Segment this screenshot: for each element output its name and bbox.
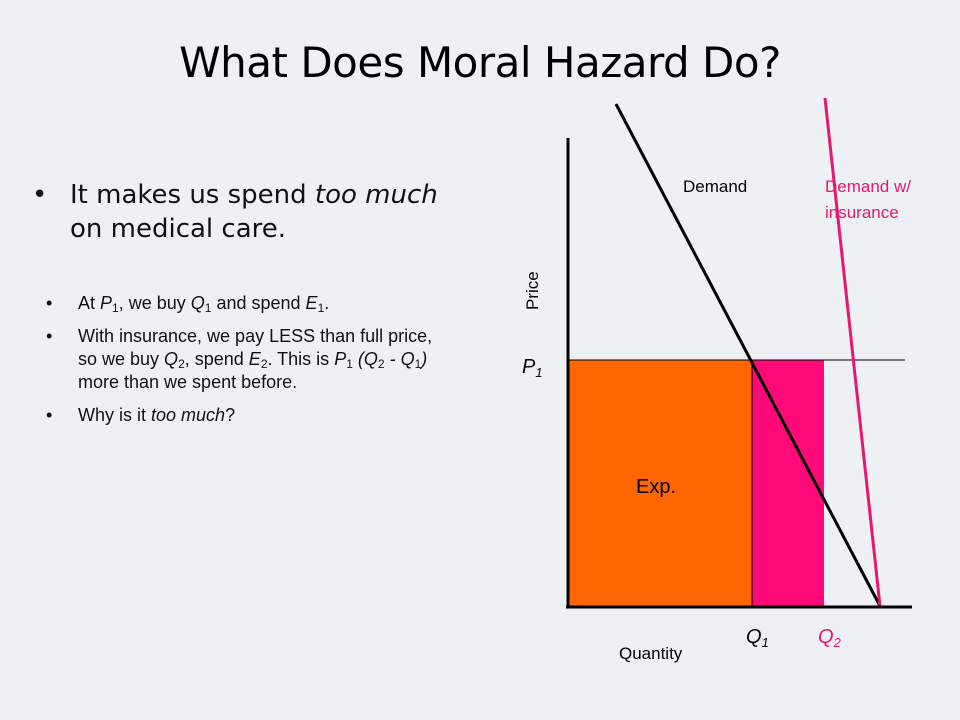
sub-bullet-list: • At P1, we buy Q1 and spend E1. • With … [46,292,456,437]
q2-label: Q2 [818,626,842,650]
emphasis-too-much: too much [314,180,438,210]
expenditure-area [569,360,752,606]
insured-demand-label-line2: insurance [825,203,899,222]
expenditure-label: Exp. [636,476,676,498]
y-axis-label: Price [523,271,542,310]
sub-bullet-3: • Why is it too much? [46,405,236,425]
demand-line [614,103,882,607]
main-bullet: • It makes us spend too much on medical … [32,178,452,246]
p1-label: P1 [522,356,543,380]
x-axis-label: Quantity [619,644,683,663]
bullet-marker: • [32,180,48,210]
slide-title: What Does Moral Hazard Do? [179,38,781,87]
sub-bullet-1: • At P1, we buy Q1 and spend E1. [46,293,330,315]
q1-label: Q1 [746,626,769,650]
extra-spending-area [752,360,824,606]
insured-demand-line [823,97,882,607]
demand-label: Demand [683,177,747,196]
sub-bullet-2: • With insurance, we pay LESS than full … [46,326,433,392]
main-bullet-text: It makes us spend too much on medical ca… [70,180,438,244]
insured-demand-label-line1: Demand w/ [825,177,911,196]
